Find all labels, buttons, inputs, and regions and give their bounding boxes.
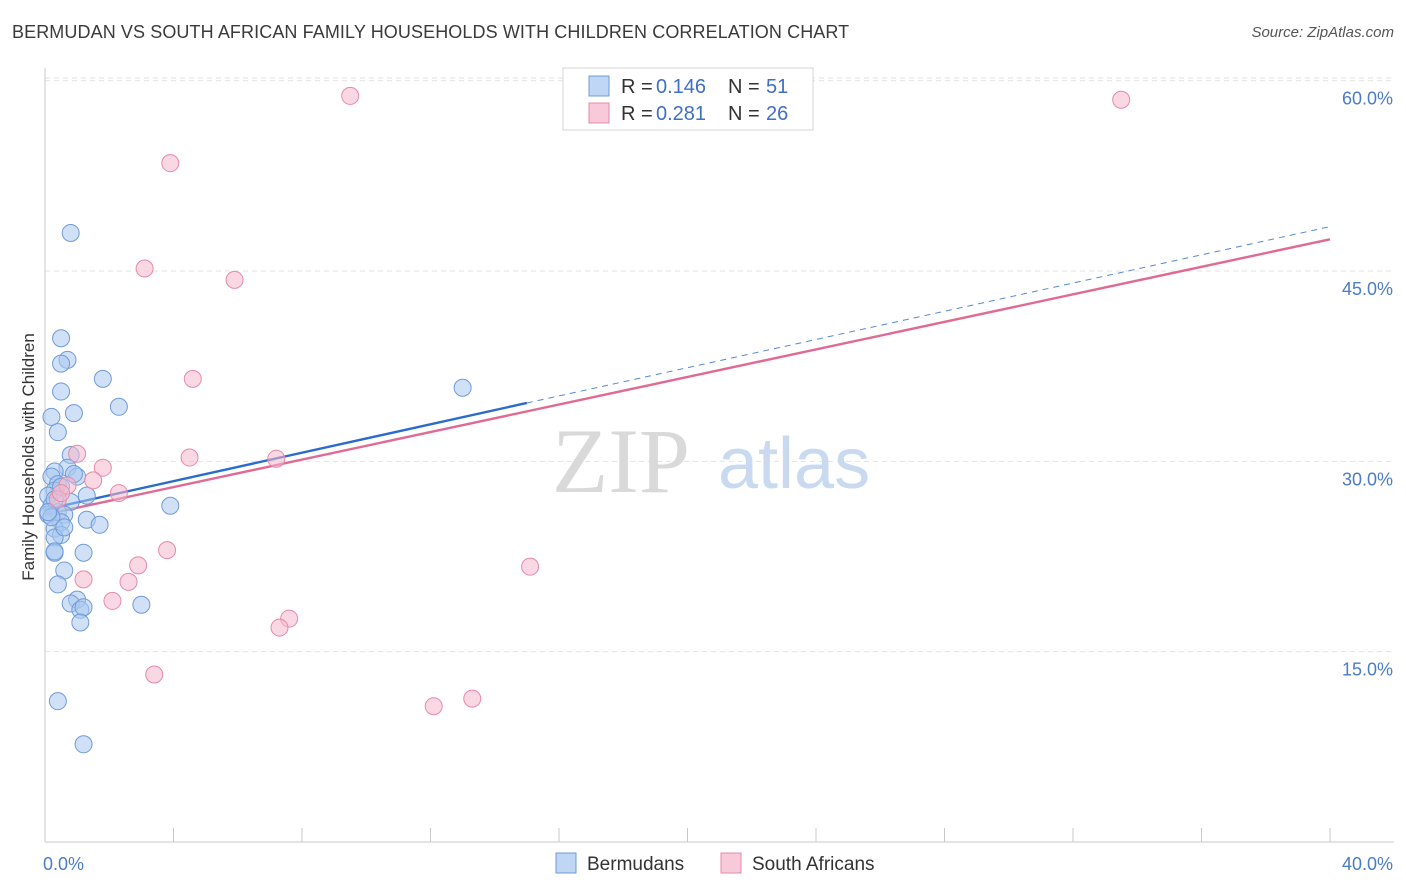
- legend-n-label: N =: [728, 76, 760, 98]
- bermudans-point: [42, 407, 61, 426]
- bermudans-point: [48, 575, 67, 594]
- bermudans-point: [55, 518, 74, 537]
- south-africans-point: [341, 86, 360, 105]
- bermudans-point: [61, 223, 80, 242]
- chart-title: BERMUDAN VS SOUTH AFRICAN FAMILY HOUSEHO…: [12, 22, 850, 42]
- south-africans-point: [93, 458, 112, 477]
- bermudans-point: [453, 378, 472, 397]
- bermudans-point: [52, 382, 71, 401]
- bermudans-point: [77, 486, 96, 505]
- grid-layer: [45, 77, 1394, 653]
- y-tick-label: 15.0%: [1342, 660, 1393, 680]
- south-africans-point: [424, 697, 443, 716]
- legend-r-label: R =: [621, 76, 653, 98]
- bermudans-point: [52, 354, 71, 373]
- bottom-legend-label: Bermudans: [587, 854, 684, 875]
- legend-n-label: N =: [728, 103, 760, 125]
- bermudans-point: [74, 735, 93, 754]
- south-africans-point: [52, 484, 71, 503]
- bermudans-point: [48, 692, 67, 711]
- bermudans-point: [74, 543, 93, 562]
- south-africans-point: [109, 484, 128, 503]
- south-africans-point: [145, 665, 164, 684]
- legend-swatch: [588, 102, 610, 124]
- bermudans-point: [74, 598, 93, 617]
- south-africans-point: [270, 618, 289, 637]
- bermudans-point: [64, 404, 83, 423]
- legend-n-value: 51: [766, 76, 788, 98]
- watermark-atlas: atlas: [718, 424, 870, 504]
- south-africans-point: [135, 259, 154, 278]
- bermudans-point: [93, 369, 112, 388]
- legend-n-value: 26: [766, 103, 788, 125]
- x-tick-label: 0.0%: [43, 854, 84, 874]
- bottom-legend-swatch: [720, 852, 742, 874]
- y-axis-title: Family Households with Children: [19, 333, 38, 581]
- legend-r-label: R =: [621, 103, 653, 125]
- bermudans-point: [48, 423, 67, 442]
- south-africans-point: [1112, 90, 1131, 109]
- legend-r-value: 0.146: [656, 76, 706, 98]
- legend-r-value: 0.281: [656, 103, 706, 125]
- axis-layer: 15.0% 30.0% 45.0% 60.0% 0.0% 40.0%: [43, 68, 1394, 874]
- source-label: Source: ZipAtlas.com: [1251, 24, 1394, 41]
- bottom-legend-label: South Africans: [752, 854, 875, 875]
- south-africans-point: [463, 689, 482, 708]
- bermudans-point: [52, 329, 71, 348]
- x-tick-label: 40.0%: [1342, 854, 1393, 874]
- south-africans-point: [84, 471, 103, 490]
- watermark: ZIP atlas: [552, 410, 870, 512]
- bermudans-point: [109, 397, 128, 416]
- south-africans-point: [74, 570, 93, 589]
- south-africans-point: [180, 448, 199, 467]
- south-africans-point: [119, 572, 138, 591]
- bermudans-point: [132, 595, 151, 614]
- bermudans-point: [39, 503, 58, 522]
- south-africans-point: [129, 556, 148, 575]
- trend-line-extension: [526, 226, 1331, 404]
- south-africans-point: [267, 449, 286, 468]
- bottom-legend-swatch: [555, 852, 577, 874]
- legend-box: R = 0.146 N = 51 R = 0.281 N = 26: [562, 67, 814, 131]
- south-africans-point: [183, 369, 202, 388]
- bermudans-point: [161, 496, 180, 515]
- bermudans-point: [71, 613, 90, 632]
- y-tick-label: 60.0%: [1342, 89, 1393, 109]
- y-tick-label: 30.0%: [1342, 469, 1393, 489]
- south-africans-point: [161, 154, 180, 173]
- trend-line: [44, 238, 1331, 516]
- y-tick-label: 45.0%: [1342, 279, 1393, 299]
- bermudans-point: [45, 542, 64, 561]
- bermudans-point: [90, 515, 109, 534]
- south-africans-point: [68, 444, 87, 463]
- south-africans-point: [158, 541, 177, 560]
- south-africans-point: [521, 557, 540, 576]
- legend-swatch: [588, 75, 610, 97]
- points-layer: [39, 86, 1131, 754]
- watermark-zip: ZIP: [552, 410, 690, 512]
- south-africans-point: [103, 591, 122, 610]
- bottom-legend: Bermudans South Africans: [555, 852, 875, 875]
- south-africans-point: [225, 270, 244, 289]
